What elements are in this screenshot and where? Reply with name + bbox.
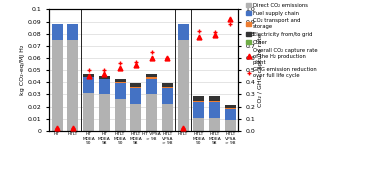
Bar xyxy=(146,94,157,131)
Legend: Direct CO₂ emissions, Fuel supply chain, CO₂ transport and
storage, Electricity : Direct CO₂ emissions, Fuel supply chain,… xyxy=(246,3,318,78)
Bar xyxy=(115,79,125,82)
Bar xyxy=(193,102,204,118)
Bar xyxy=(225,105,236,108)
Bar xyxy=(130,87,141,88)
Bar xyxy=(225,109,236,120)
Bar xyxy=(162,104,173,131)
Bar xyxy=(130,83,141,87)
Bar xyxy=(146,77,157,79)
Bar xyxy=(225,120,236,131)
Bar xyxy=(67,40,78,131)
Bar xyxy=(209,118,220,131)
Bar xyxy=(51,24,62,40)
Bar xyxy=(209,101,220,102)
Bar xyxy=(193,96,204,101)
Bar xyxy=(209,96,220,101)
Bar xyxy=(83,77,94,93)
Bar xyxy=(193,118,204,131)
Y-axis label: CO₂ / GHG capture rate: CO₂ / GHG capture rate xyxy=(259,33,263,107)
Bar xyxy=(178,24,189,40)
Bar xyxy=(193,101,204,102)
Bar xyxy=(115,84,125,99)
Bar xyxy=(178,40,189,131)
Y-axis label: kg CO₂-eq/MJ H₂: kg CO₂-eq/MJ H₂ xyxy=(20,45,25,95)
Bar xyxy=(67,24,78,40)
Bar xyxy=(51,40,62,131)
Bar xyxy=(83,93,94,131)
Bar xyxy=(99,76,110,79)
Bar xyxy=(209,102,220,118)
Bar xyxy=(162,83,173,87)
Bar xyxy=(115,82,125,83)
Bar xyxy=(99,79,110,94)
Bar xyxy=(130,88,141,104)
Bar xyxy=(225,108,236,109)
Bar xyxy=(146,74,157,77)
Bar xyxy=(162,88,173,104)
Bar xyxy=(83,74,94,77)
Bar xyxy=(115,99,125,131)
Bar xyxy=(162,87,173,88)
Bar xyxy=(99,94,110,131)
Bar xyxy=(146,79,157,94)
Bar xyxy=(130,104,141,131)
